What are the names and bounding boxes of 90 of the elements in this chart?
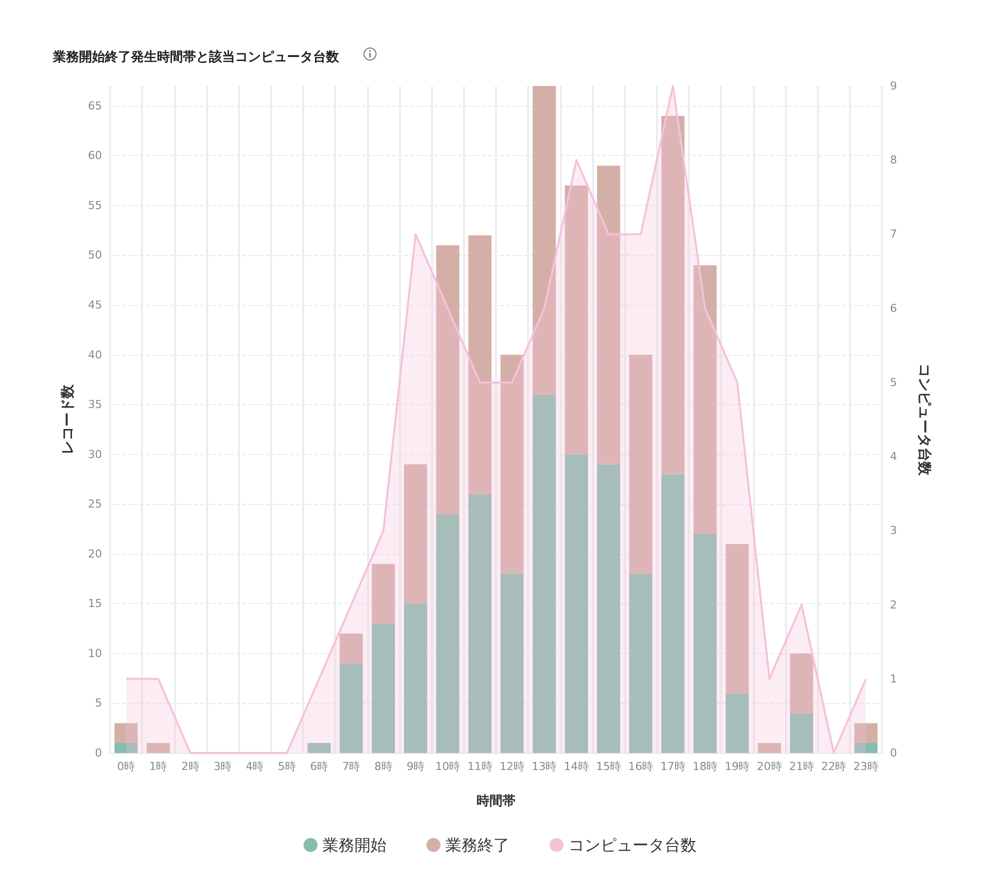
bar	[532, 394, 556, 753]
y-tick-label: 5	[95, 696, 102, 710]
x-tick-label: 8時	[374, 760, 392, 773]
bar	[468, 494, 492, 753]
x-tick-label: 19時	[724, 760, 750, 773]
y-tick-label: 10	[88, 646, 102, 660]
bar	[468, 235, 492, 494]
bar	[340, 663, 363, 753]
y2-tick-label: 6	[890, 302, 897, 315]
y2-tick-label: 1	[890, 672, 897, 686]
bar	[694, 534, 717, 753]
bar	[146, 743, 170, 753]
x-tick-label: 14時	[564, 760, 589, 773]
y-tick-label: 25	[88, 498, 102, 511]
y-tick-label: 65	[88, 99, 102, 112]
y-tick-label: 50	[88, 248, 102, 262]
bar	[629, 574, 652, 753]
y-tick-label: 60	[88, 149, 102, 162]
x-tick-label: 12時	[500, 760, 525, 773]
x-tick-label: 0時	[117, 760, 136, 773]
x-tick-label: 17時	[660, 760, 686, 773]
y-tick-label: 35	[88, 398, 102, 412]
legend-label: コンピュータ台数	[568, 836, 696, 854]
bar	[436, 245, 460, 514]
x-tick-label: 22時	[821, 760, 846, 773]
y-axis-title: レコード数	[60, 384, 76, 454]
x-tick-label: 1時	[149, 760, 168, 773]
bar	[854, 723, 878, 744]
bar	[629, 354, 652, 574]
bar	[500, 354, 524, 574]
y-tick-label: 15	[88, 597, 102, 610]
bar	[564, 186, 588, 454]
y-tick-label: 40	[88, 348, 102, 362]
x-tick-label: 13時	[532, 760, 557, 773]
y2-tick-label: 8	[890, 154, 897, 167]
bar	[436, 514, 460, 753]
y2-tick-label: 9	[890, 80, 897, 92]
y-tick-label: 55	[88, 198, 102, 212]
x-tick-label: 16時	[628, 760, 654, 773]
x-tick-label: 2時	[181, 760, 200, 773]
bar	[726, 544, 749, 694]
bar	[532, 86, 556, 395]
bar	[372, 564, 395, 624]
bar	[854, 743, 878, 753]
bar	[372, 624, 395, 753]
bar	[597, 464, 620, 753]
y2-tick-label: 7	[890, 228, 897, 241]
chart-title: 業務開始終了発生時間帯と該当コンピュータ台数	[52, 49, 340, 65]
legend-label: 業務開始	[322, 836, 386, 854]
y-tick-label: 20	[88, 547, 102, 560]
bar	[340, 634, 363, 664]
x-tick-label: 3時	[214, 760, 232, 773]
bar	[790, 713, 814, 753]
y2-tick-label: 3	[890, 524, 897, 538]
bar	[661, 474, 684, 753]
x-tick-label: 23時	[853, 760, 878, 773]
x-tick-label: 10時	[435, 760, 460, 773]
x-tick-label: 18時	[692, 760, 718, 773]
y2-axis-title: コンピュータ台数	[916, 364, 932, 476]
bar	[726, 693, 749, 753]
x-tick-label: 6時	[310, 760, 328, 773]
x-axis-title: 時間帯	[476, 794, 516, 809]
bar	[758, 743, 781, 753]
x-tick-label: 4時	[246, 760, 264, 773]
bar	[404, 464, 428, 604]
y2-tick-label: 0	[890, 746, 897, 760]
x-tick-label: 7時	[342, 760, 360, 773]
bar	[694, 265, 717, 534]
bar	[114, 723, 138, 744]
y2-tick-label: 4	[890, 450, 897, 464]
y-tick-label: 30	[88, 448, 102, 461]
x-tick-label: 20時	[756, 760, 782, 773]
x-tick-label: 5時	[278, 760, 296, 773]
legend-label: 業務終了	[446, 836, 510, 854]
bar	[661, 116, 684, 474]
x-tick-label: 11時	[467, 760, 492, 773]
y-tick-label: 0	[95, 746, 102, 760]
x-tick-label: 21時	[789, 760, 814, 773]
y2-tick-label: 2	[890, 598, 897, 612]
bar	[564, 454, 588, 753]
bar	[790, 653, 814, 714]
bar	[500, 574, 524, 753]
bar	[308, 743, 331, 753]
y-tick-label: 45	[88, 298, 102, 312]
x-tick-label: 9時	[406, 760, 425, 773]
x-tick-label: 15時	[596, 760, 622, 773]
bar	[597, 166, 620, 464]
y2-tick-label: 5	[890, 376, 897, 389]
bar	[114, 743, 138, 753]
bar	[404, 604, 428, 753]
